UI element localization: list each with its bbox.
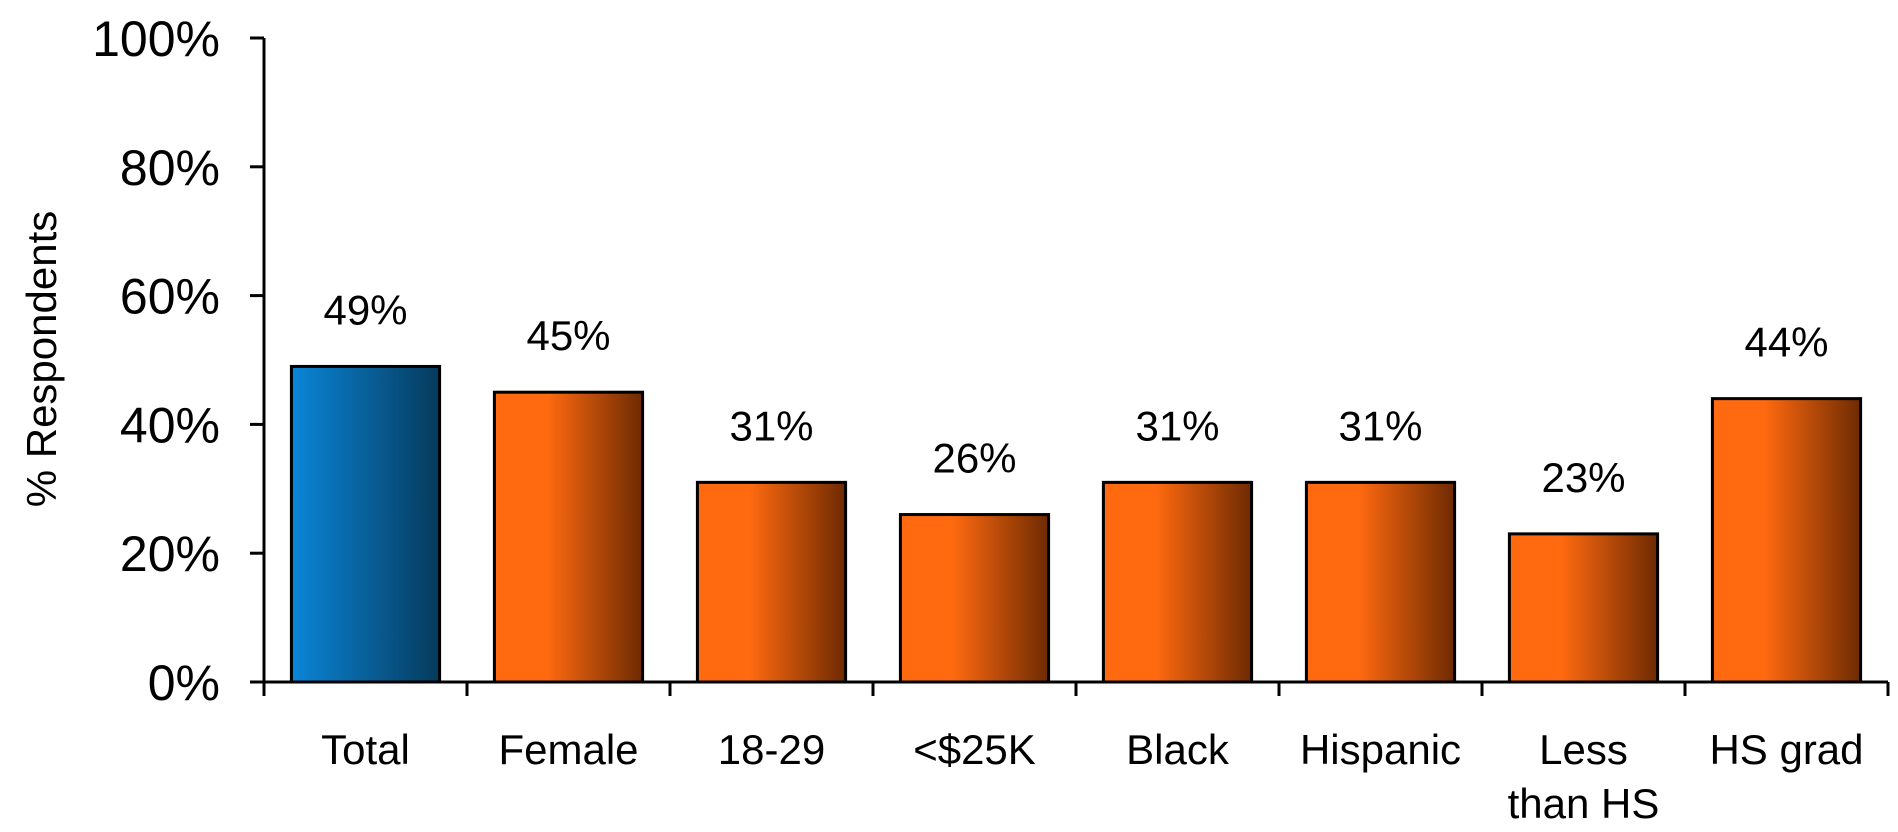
y-axis-title: % Respondents [18, 211, 65, 508]
bar-4 [1101, 480, 1254, 684]
bar-3 [898, 513, 1051, 684]
bar-2 [695, 480, 848, 684]
data-label: 23% [1541, 454, 1625, 501]
y-tick-label: 100% [92, 11, 220, 67]
bar-6 [1507, 532, 1660, 684]
data-label: 31% [1338, 402, 1422, 449]
x-tick-label: <$25K [913, 726, 1036, 773]
bar-5 [1304, 480, 1457, 684]
y-tick-label: 80% [120, 140, 220, 196]
x-tick-label: Hispanic [1300, 726, 1461, 773]
x-tick-label: Female [498, 726, 638, 773]
x-tick-label: HS grad [1709, 726, 1863, 773]
data-label: 26% [932, 435, 1016, 482]
y-tick-label: 40% [120, 397, 220, 453]
bars-group: 49% 45% 31% 26% 31% 31% 23% 44% [289, 286, 1863, 684]
bar-1 [492, 390, 645, 684]
data-label: 49% [323, 286, 407, 333]
data-label: 44% [1744, 319, 1828, 366]
x-tick-label: Less than HS [1508, 726, 1660, 827]
y-tick-label: 20% [120, 526, 220, 582]
bar-7 [1710, 397, 1863, 684]
x-tick-label: 18-29 [718, 726, 825, 773]
data-label: 45% [526, 312, 610, 359]
y-tick-label: 60% [120, 269, 220, 325]
x-axis: Total Female 18-29 <$25K Black Hispanic Less th… [262, 680, 1890, 827]
data-label: 31% [1135, 402, 1219, 449]
x-tick-label: Total [321, 726, 410, 773]
y-tick-label: 0% [148, 655, 220, 711]
y-axis: 0% 20% 40% 60% 80% 100% [92, 11, 266, 711]
x-tick-label: Black [1126, 726, 1230, 773]
data-label: 31% [729, 402, 813, 449]
bar-0 [289, 364, 442, 684]
